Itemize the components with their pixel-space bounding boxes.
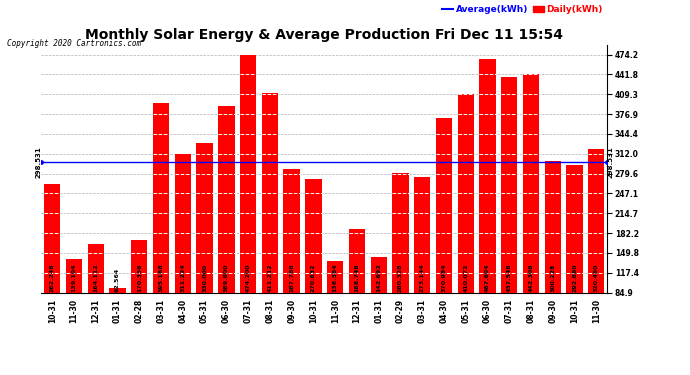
Text: 262.248: 262.248	[50, 263, 55, 292]
Text: 320.480: 320.480	[594, 264, 599, 292]
Text: 395.168: 395.168	[159, 263, 164, 292]
Text: 142.692: 142.692	[376, 263, 381, 292]
Text: 298.531: 298.531	[35, 146, 41, 178]
Text: 300.228: 300.228	[551, 264, 555, 292]
Text: Copyright 2020 Cartronics.com: Copyright 2020 Cartronics.com	[7, 39, 141, 48]
Bar	[588, 148, 604, 292]
Text: 273.144: 273.144	[420, 263, 425, 292]
Text: 467.604: 467.604	[485, 263, 490, 292]
Bar	[153, 103, 169, 292]
Text: 370.984: 370.984	[442, 263, 446, 292]
Bar	[262, 93, 278, 292]
Bar	[523, 74, 539, 292]
Text: 330.000: 330.000	[202, 264, 207, 292]
Bar	[457, 94, 474, 292]
Text: 136.384: 136.384	[333, 263, 337, 292]
Bar	[480, 58, 495, 292]
Bar	[501, 77, 518, 292]
Bar	[240, 55, 256, 292]
Bar	[327, 261, 344, 292]
Text: 170.356: 170.356	[137, 263, 142, 292]
Bar	[131, 240, 148, 292]
Text: 389.800: 389.800	[224, 264, 229, 292]
Bar	[175, 154, 191, 292]
Title: Monthly Solar Energy & Average Production Fri Dec 11 15:54: Monthly Solar Energy & Average Productio…	[86, 28, 563, 42]
Text: 410.072: 410.072	[463, 264, 469, 292]
Text: 280.328: 280.328	[398, 263, 403, 292]
Text: 139.104: 139.104	[72, 263, 77, 292]
Text: 474.200: 474.200	[246, 264, 250, 292]
Text: 164.112: 164.112	[93, 263, 98, 292]
Text: 411.212: 411.212	[268, 263, 273, 292]
Bar	[88, 244, 104, 292]
Bar	[436, 118, 452, 292]
Text: 292.880: 292.880	[572, 263, 577, 292]
Bar	[197, 143, 213, 292]
Text: 311.224: 311.224	[180, 263, 186, 292]
Bar	[393, 173, 408, 292]
Text: 442.308: 442.308	[529, 263, 533, 292]
Bar	[44, 184, 61, 292]
Bar	[414, 177, 431, 292]
Bar	[348, 229, 365, 292]
Bar	[544, 161, 561, 292]
Bar	[371, 257, 387, 292]
Bar	[284, 168, 300, 292]
Bar	[566, 165, 583, 292]
Text: 92.564: 92.564	[115, 268, 120, 292]
Bar	[110, 288, 126, 292]
Legend: Average(kWh), Daily(kWh): Average(kWh), Daily(kWh)	[442, 5, 602, 14]
Bar	[66, 260, 82, 292]
Text: 188.748: 188.748	[355, 263, 359, 292]
Text: 287.788: 287.788	[289, 263, 294, 292]
Text: 437.548: 437.548	[506, 263, 512, 292]
Text: 270.632: 270.632	[311, 263, 316, 292]
Bar	[218, 106, 235, 292]
Text: 298.531: 298.531	[607, 146, 613, 178]
Bar	[305, 179, 322, 292]
